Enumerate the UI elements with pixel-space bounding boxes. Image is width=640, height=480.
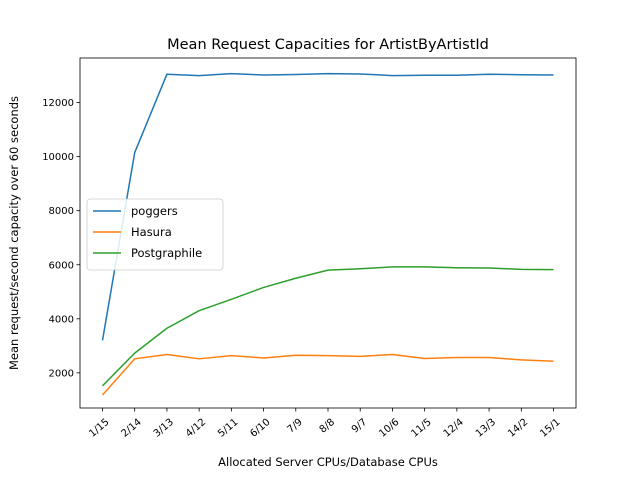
x-tick-label: 12/4	[442, 417, 466, 440]
y-tick-label: 12000	[42, 98, 74, 109]
legend-label-hasura: Hasura	[131, 225, 172, 239]
y-tick-label: 4000	[49, 314, 74, 325]
x-tick-label: 2/14	[119, 417, 143, 440]
legend: poggers Hasura Postgraphile	[86, 198, 224, 271]
x-tick-label: 9/7	[350, 417, 369, 436]
series-line-hasura	[101, 353, 554, 396]
y-axis-title: Mean request/second capacity over 60 sec…	[7, 96, 21, 370]
x-tick-label: 3/13	[152, 417, 176, 440]
legend-label-poggers: poggers	[131, 204, 178, 218]
x-tick-label: 11/5	[409, 417, 433, 440]
x-tick-label: 8/8	[318, 417, 337, 436]
x-axis-title: Allocated Server CPUs/Database CPUs	[218, 455, 438, 469]
x-tick-label: 4/12	[184, 417, 208, 440]
x-tick-label: 1/15	[87, 417, 111, 440]
y-tick-label: 2000	[49, 368, 74, 379]
y-tick-label: 6000	[49, 260, 74, 271]
x-tick-label: 10/6	[377, 417, 401, 440]
y-tick-label: 8000	[49, 206, 74, 217]
y-tick-label: 10000	[42, 152, 74, 163]
series-line-poggers	[101, 72, 554, 341]
x-tick-label: 13/3	[474, 417, 498, 440]
x-tick-label: 14/2	[506, 417, 530, 440]
x-tick-label: 7/9	[285, 417, 304, 436]
chart-title: Mean Request Capacities for ArtistByArti…	[167, 37, 489, 53]
series-line-postgraphile	[101, 266, 554, 387]
x-tick-label: 5/11	[216, 417, 240, 440]
x-tick-label: 15/1	[538, 417, 562, 440]
x-tick-label: 6/10	[248, 417, 272, 440]
legend-label-postgraphile: Postgraphile	[131, 246, 202, 260]
